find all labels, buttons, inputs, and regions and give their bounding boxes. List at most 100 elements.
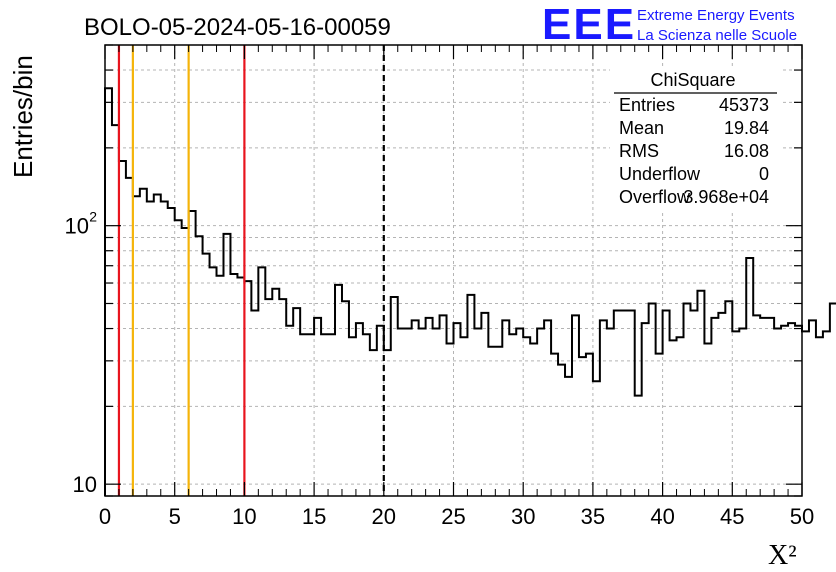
x-tick-label: 45 (720, 504, 744, 529)
histogram-bin (593, 381, 600, 496)
histogram-bin (251, 310, 258, 496)
x-tick-label: 35 (581, 504, 605, 529)
histogram-bin (739, 329, 746, 496)
x-tick-label: 15 (302, 504, 326, 529)
stats-overflow-value: 3.968e+04 (683, 187, 769, 207)
histogram-bin (210, 267, 217, 496)
stats-underflow-value: 0 (759, 164, 769, 184)
histogram-outline (104, 87, 836, 496)
histogram-bin (628, 310, 635, 496)
histogram-bin (321, 334, 328, 496)
eee-logo: EEE (542, 0, 636, 49)
x-tick-label: 50 (790, 504, 814, 529)
histogram-bin (760, 318, 767, 496)
stats-box-background (610, 66, 780, 210)
x-axis-label: X² (768, 540, 797, 571)
histogram-bin (816, 337, 823, 496)
histogram-bin (656, 354, 663, 496)
histogram-bin (196, 236, 203, 496)
histogram-bin (830, 303, 836, 496)
histogram-bin (168, 208, 175, 496)
histogram-bin (537, 329, 544, 496)
histogram-bin (774, 329, 781, 496)
histogram-bin (607, 329, 614, 496)
histogram-bin (217, 276, 224, 496)
histogram-bin (405, 329, 412, 496)
histogram-bin (621, 310, 628, 496)
stats-overflow-label: Overflow (619, 187, 691, 207)
histogram-bin (697, 291, 704, 496)
x-tick-label: 25 (441, 504, 465, 529)
histogram-bin (732, 331, 739, 496)
x-tick-label: 30 (511, 504, 535, 529)
histogram-bin (802, 331, 809, 496)
histogram-bin (558, 365, 565, 496)
histogram-bin (363, 334, 370, 496)
histogram-bin (530, 344, 537, 496)
histogram-bin (495, 347, 502, 496)
histogram-bin (551, 354, 558, 496)
histogram-bin (523, 337, 530, 496)
histogram-bin (677, 337, 684, 496)
histogram-bin (649, 303, 656, 496)
histogram-bin (105, 88, 112, 496)
histogram-bin (788, 323, 795, 496)
stats-underflow-label: Underflow (619, 164, 701, 184)
stats-box: ChiSquare Entries 45373 Mean 19.84 RMS 1… (610, 66, 780, 210)
histogram-bin (690, 310, 697, 496)
logo-line-1: Extreme Energy Events (637, 7, 795, 24)
stats-rms-value: 16.08 (724, 141, 769, 161)
histogram-bin (175, 220, 182, 496)
histogram-bin (349, 337, 356, 496)
y-tick-label: 10 (65, 214, 89, 239)
marker-lines (117, 45, 385, 496)
histogram-bin (642, 323, 649, 496)
histogram-bin (684, 303, 691, 496)
histogram-bin (516, 329, 523, 496)
x-tick-label: 5 (169, 504, 181, 529)
histogram-bin (447, 344, 454, 496)
x-tick-label: 10 (232, 504, 256, 529)
histogram-bin (544, 320, 551, 496)
stats-rms-label: RMS (619, 141, 659, 161)
histogram-bin (467, 295, 474, 496)
histogram-bin (481, 313, 488, 496)
histogram-bin (704, 344, 711, 496)
plot-frame (104, 44, 803, 497)
histogram-bin (579, 357, 586, 496)
y-tick-label: 10 (73, 472, 97, 497)
histogram-bin (509, 334, 516, 496)
histogram-bin (419, 329, 426, 496)
histogram-bin (384, 350, 391, 496)
histogram-bin (426, 318, 433, 496)
histogram-bin (711, 318, 718, 496)
histogram-bin (307, 334, 314, 496)
histogram-bin (328, 334, 335, 496)
histogram-bin (356, 323, 363, 496)
y-tick-label-exponent: 2 (89, 209, 97, 225)
histogram-bin (370, 350, 377, 496)
histogram-bin (502, 320, 509, 496)
histogram-bin (572, 315, 579, 496)
histogram-bin (725, 301, 732, 496)
histogram-bin (454, 323, 461, 496)
histogram-bin (781, 326, 788, 496)
histogram-bin (663, 310, 670, 496)
histogram-bin (809, 320, 816, 496)
x-tick-label: 40 (650, 504, 674, 529)
histogram-bin (272, 289, 279, 496)
histogram-bin (391, 297, 398, 496)
stats-mean-label: Mean (619, 118, 664, 138)
histogram-bin (635, 396, 642, 496)
stats-entries-value: 45373 (719, 95, 769, 115)
histogram-bin (753, 315, 760, 496)
histogram-bin (823, 331, 830, 496)
histogram-bars (104, 87, 836, 496)
histogram-bin (342, 301, 349, 496)
histogram-bin (460, 337, 467, 496)
histogram-bin (147, 202, 154, 496)
histogram-bin (293, 308, 300, 496)
histogram-bin (586, 354, 593, 496)
histogram-bin (412, 320, 419, 496)
